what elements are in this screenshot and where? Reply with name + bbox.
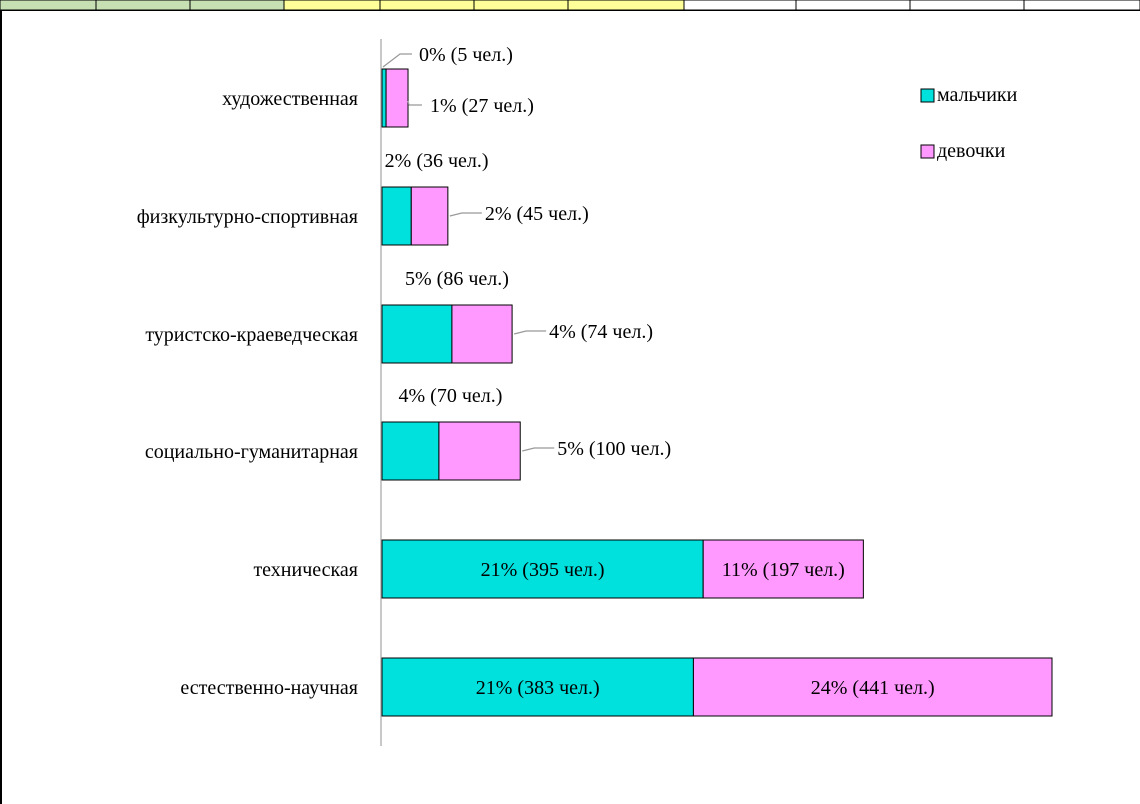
data-label-boys: 21% (395 чел.) [481,559,605,581]
spreadsheet-header-strip [0,0,1140,11]
data-label-boys: 4% (70 чел.) [399,385,503,407]
data-label-boys: 5% (86 чел.) [405,268,509,290]
bar-boys [381,421,440,481]
data-label-girls: 2% (45 чел.) [485,203,589,225]
header-cell [683,0,797,11]
category-label: техническая [253,559,358,581]
category-label: туристско-краеведческая [145,324,358,346]
bar-girls [692,657,1053,717]
header-cell [283,0,381,11]
stacked-bar-chart: художественная 0% (5 чел.) 1% (27 чел.) физ… [137,39,1053,746]
leader-line-girls [407,100,422,106]
bar-boys [381,657,694,717]
header-cell [0,0,97,11]
category-label: художественная [222,88,358,110]
category-label: физкультурно-спортивная [137,206,358,228]
data-label-girls: 1% (27 чел.) [430,95,534,117]
header-cell [189,0,285,11]
data-label-girls: 24% (441 чел.) [811,677,935,699]
header-cell [1023,0,1140,11]
leader-line-girls [513,330,547,335]
bar-boys [381,68,387,128]
header-cell [909,0,1025,11]
chart-area: художественная 0% (5 чел.) 1% (27 чел.) физ… [0,11,1140,804]
leader-line-girls [449,212,482,217]
data-label-boys: 2% (36 чел.) [385,150,489,172]
data-label-girls: 4% (74 чел.) [549,321,653,343]
legend-swatch [920,144,935,159]
leader-line-boys [382,53,412,68]
header-cell [473,0,569,11]
bar-girls [702,539,864,599]
data-label-girls: 11% (197 чел.) [722,559,845,581]
bar-boys [381,186,412,246]
data-label-girls: 5% (100 чел.) [557,438,671,460]
legend-label: девочки [937,140,1006,162]
header-cell [795,0,911,11]
category-label: естественно-научная [180,677,358,699]
bar-girls [451,304,513,364]
bar-boys [381,304,453,364]
bar-girls [438,421,521,481]
bar-girls [385,68,409,128]
header-cell [567,0,685,11]
category-label: социально-гуманитарная [145,441,358,463]
data-label-boys: 0% (5 чел.) [419,44,513,66]
bar-girls [410,186,449,246]
header-cell [95,0,191,11]
legend-swatch [920,88,935,103]
leader-line-girls [522,447,555,452]
bar-boys [381,539,704,599]
legend-label: мальчики [937,84,1018,106]
data-label-boys: 21% (383 чел.) [476,677,600,699]
header-cell [379,0,475,11]
